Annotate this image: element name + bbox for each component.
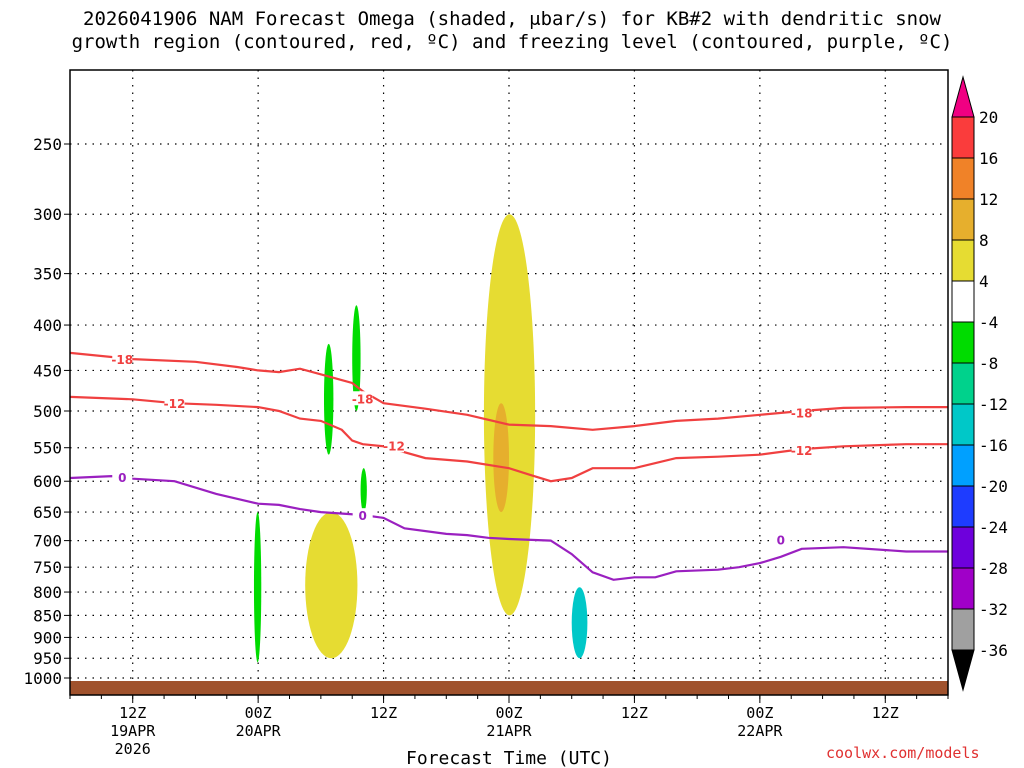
colorbar-swatch xyxy=(951,239,975,282)
contour-label-freezing: 0 xyxy=(118,471,126,485)
contour-label-minus12: -12 xyxy=(791,444,813,458)
time-date-label: 19APR xyxy=(110,722,156,740)
colorbar-over-triangle xyxy=(951,75,975,118)
colorbar-swatch xyxy=(951,403,975,446)
pressure-label: 900 xyxy=(33,628,62,647)
time-tick-label: 12Z xyxy=(370,704,397,722)
colorbar-swatch xyxy=(951,116,975,159)
contour-label-minus12: -12 xyxy=(383,439,405,453)
time-date-label: 21APR xyxy=(486,722,532,740)
contour-label-freezing: 0 xyxy=(358,509,366,523)
pressure-label: 450 xyxy=(33,361,62,380)
contour-label-bg xyxy=(770,532,791,547)
contour-label-bg xyxy=(112,470,133,485)
pressure-label: 600 xyxy=(33,472,62,491)
yellow-upward-main xyxy=(483,214,536,616)
colorbar-swatch xyxy=(951,567,975,610)
credit-text: coolwx.com/models xyxy=(826,744,980,762)
pressure-label: 1000 xyxy=(23,669,62,688)
contour-label-bg xyxy=(112,352,133,367)
pressure-label: 300 xyxy=(33,205,62,224)
colorbar-level-label: -12 xyxy=(979,395,1008,414)
pressure-label: 250 xyxy=(33,135,62,154)
pressure-label: 650 xyxy=(33,503,62,522)
pressure-label: 850 xyxy=(33,606,62,625)
colorbar-swatch xyxy=(951,444,975,487)
time-tick-label: 12Z xyxy=(119,704,146,722)
colorbar-level-label: 8 xyxy=(979,231,989,250)
pressure-label: 350 xyxy=(33,265,62,284)
contour-label-minus18: -18 xyxy=(791,406,813,420)
pressure-label: 950 xyxy=(33,649,62,668)
yellow-low-spots xyxy=(305,512,358,659)
time-year-label: 2026 xyxy=(115,740,151,758)
colorbar-level-label: 4 xyxy=(979,272,989,291)
colorbar-swatch xyxy=(951,157,975,200)
contour-label-freezing: 0 xyxy=(777,534,785,548)
colorbar-level-label: -8 xyxy=(979,354,998,373)
teal-downward-core xyxy=(571,587,588,659)
green-downward-d xyxy=(360,468,367,513)
green-downward-a xyxy=(253,512,262,663)
pressure-label: 500 xyxy=(33,402,62,421)
colorbar-swatch xyxy=(951,608,975,651)
colorbar-level-label: -24 xyxy=(979,518,1008,537)
contour-lines: -18 -18 -18 -12 -12 -12 0 0 0 xyxy=(70,351,948,581)
x-axis-label: Forecast Time (UTC) xyxy=(406,748,612,768)
color-bar: -36 -32 -28 -24 -20 -16 -12 -8 -4 4 8 12 16 20 xyxy=(951,75,1008,692)
contour-label-minus12: -12 xyxy=(164,397,186,411)
time-tick-label: 12Z xyxy=(621,704,648,722)
time-tick-label: 00Z xyxy=(746,704,773,722)
time-tick-label: 00Z xyxy=(495,704,522,722)
colorbar-swatch xyxy=(951,485,975,528)
chart-title-line-1: 2026041906 NAM Forecast Omega (shaded, μ… xyxy=(83,8,941,30)
omega-shading xyxy=(253,214,588,663)
contour-label-bg xyxy=(791,443,812,458)
time-tick-label: 00Z xyxy=(245,704,272,722)
colorbar-swatch xyxy=(951,321,975,364)
contour-label-bg xyxy=(164,396,185,411)
pressure-label: 550 xyxy=(33,439,62,458)
colorbar-level-label: 20 xyxy=(979,108,998,127)
contour-label-bg xyxy=(791,405,812,420)
colorbar-level-label: -20 xyxy=(979,477,1008,496)
time-tick-label: 12Z xyxy=(872,704,899,722)
colorbar-under-triangle xyxy=(951,649,975,692)
colorbar-level-label: 16 xyxy=(979,149,998,168)
time-date-label: 20APR xyxy=(236,722,282,740)
contour-minus18 xyxy=(70,351,948,431)
colorbar-level-label: -16 xyxy=(979,436,1008,455)
ground-band xyxy=(70,681,948,695)
colorbar-swatch xyxy=(951,280,975,323)
colorbar-level-label: 12 xyxy=(979,190,998,209)
colorbar-swatch xyxy=(951,198,975,241)
colorbar-level-label: -4 xyxy=(979,313,998,332)
contour-minus12 xyxy=(70,395,948,483)
chart-title-line-2: growth region (contoured, red, ºC) and f… xyxy=(71,31,953,53)
contour-freezing xyxy=(70,474,948,581)
orange-core xyxy=(493,403,509,513)
colorbar-swatch xyxy=(951,526,975,569)
contour-label-minus18: -18 xyxy=(111,353,133,367)
pressure-label: 400 xyxy=(33,316,62,335)
pressure-label: 750 xyxy=(33,558,62,577)
contour-label-bg xyxy=(352,391,373,406)
colorbar-level-label: -32 xyxy=(979,600,1008,619)
contour-label-minus18: -18 xyxy=(352,392,374,406)
pressure-label: 800 xyxy=(33,583,62,602)
colorbar-level-label: -36 xyxy=(979,641,1008,660)
contour-label-bg xyxy=(384,438,405,453)
colorbar-swatch xyxy=(951,362,975,405)
pressure-label: 700 xyxy=(33,532,62,551)
green-downward-b xyxy=(323,343,334,455)
contour-label-bg xyxy=(352,508,373,523)
colorbar-level-label: -28 xyxy=(979,559,1008,578)
plot-frame xyxy=(69,69,949,696)
time-date-label: 22APR xyxy=(737,722,783,740)
